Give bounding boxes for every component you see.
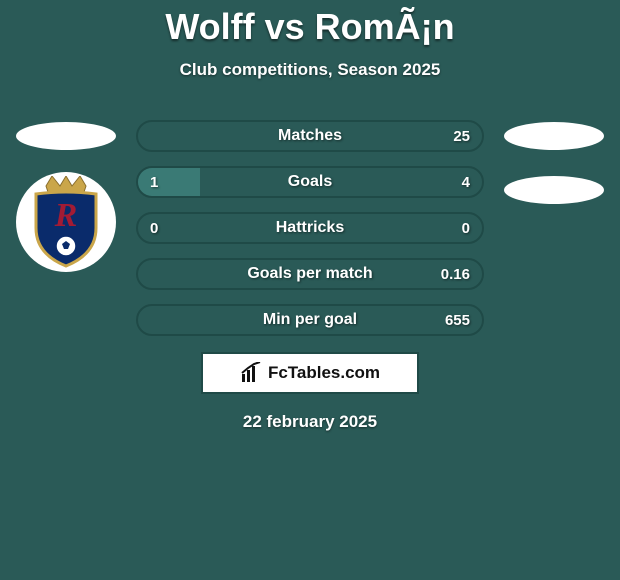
stat-bar: 1Goals4 <box>136 166 484 198</box>
stat-label: Goals <box>138 168 482 196</box>
right-player-col <box>502 120 606 204</box>
stat-label: Goals per match <box>138 260 482 288</box>
stat-label: Min per goal <box>138 306 482 334</box>
stat-bar: Min per goal655 <box>136 304 484 336</box>
left-player-photo-placeholder <box>16 122 116 150</box>
subtitle: Club competitions, Season 2025 <box>0 60 620 80</box>
brand-chart-icon <box>240 362 262 384</box>
stat-bar: Matches25 <box>136 120 484 152</box>
stat-value-right: 4 <box>462 168 470 196</box>
brand-label: FcTables.com <box>268 363 380 383</box>
stat-value-right: 25 <box>453 122 470 150</box>
right-player-photo-placeholder <box>504 122 604 150</box>
right-team-crest-placeholder <box>504 176 604 204</box>
comparison-row: R Matches25 1Goals4 0Hattricks0 Goals per m… <box>0 120 620 336</box>
stat-label: Matches <box>138 122 482 150</box>
team-crest-icon: R <box>26 176 106 268</box>
left-team-crest: R <box>16 172 116 272</box>
date-label: 22 february 2025 <box>0 412 620 432</box>
brand-box: FcTables.com <box>201 352 419 394</box>
stat-bar: 0Hattricks0 <box>136 212 484 244</box>
stat-value-right: 655 <box>445 306 470 334</box>
page-title: Wolff vs RomÃ¡n <box>0 6 620 48</box>
stat-bar: Goals per match0.16 <box>136 258 484 290</box>
svg-text:R: R <box>54 197 78 234</box>
stats-column: Matches25 1Goals4 0Hattricks0 Goals per mat… <box>136 120 484 336</box>
left-player-col: R <box>14 120 118 272</box>
stat-label: Hattricks <box>138 214 482 242</box>
stat-value-right: 0 <box>462 214 470 242</box>
stat-value-right: 0.16 <box>441 260 470 288</box>
